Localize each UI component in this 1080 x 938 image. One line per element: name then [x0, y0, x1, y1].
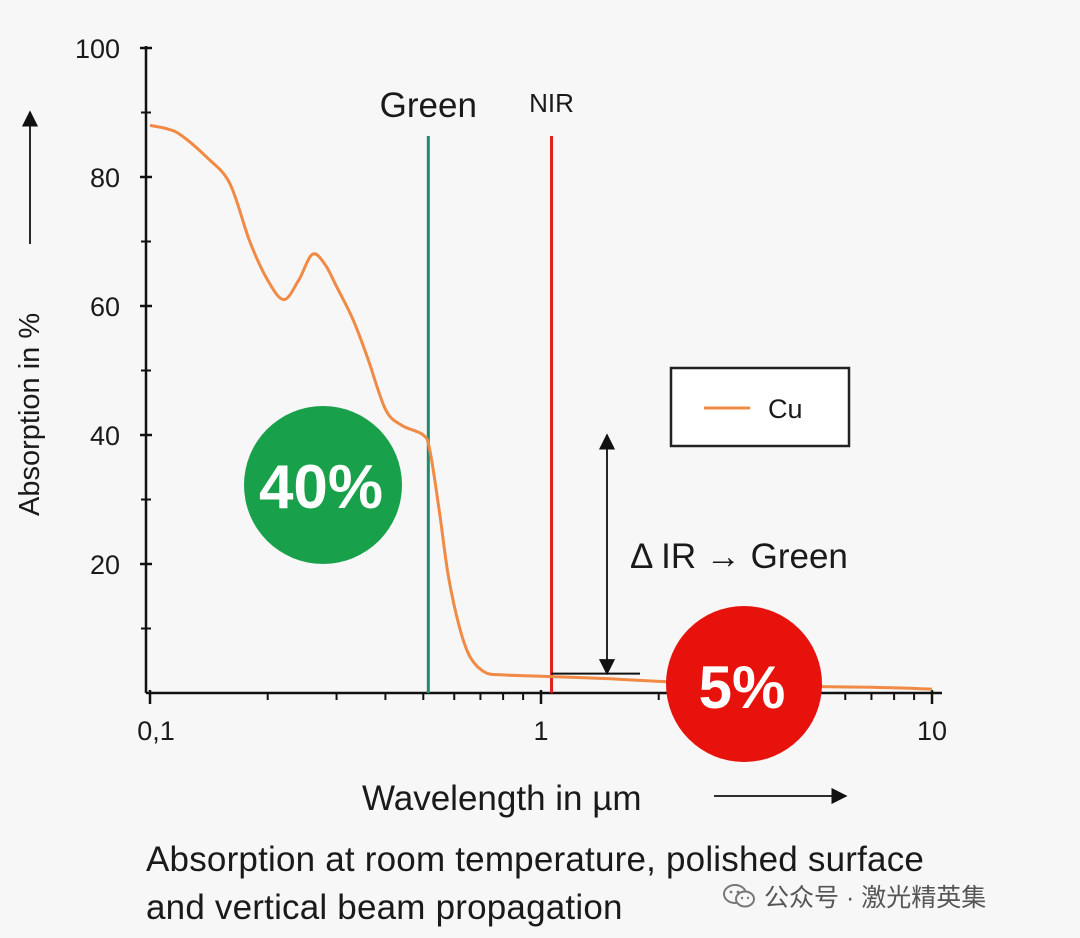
y-tick-label: 60 [90, 292, 120, 322]
watermark-text: 公众号 · 激光精英集 [764, 884, 987, 912]
nir-badge: 5% [666, 606, 822, 762]
delta-annotation: Δ IR → Green [551, 433, 848, 676]
caption-line-1: Absorption at room temperature, polished… [146, 840, 925, 879]
wavelength-markers: Green NIR [380, 86, 574, 693]
x-axis-label: Wavelength in µm [362, 779, 642, 818]
wechat-icon [723, 884, 755, 908]
x-ticks: 0,1 1 10 [137, 690, 947, 746]
legend: Cu [669, 366, 851, 448]
y-tick-label: 100 [75, 34, 120, 64]
legend-label-cu: Cu [768, 394, 803, 424]
delta-label: Δ IR → Green [630, 537, 848, 576]
y-ticks: 20 40 60 80 100 [75, 34, 152, 630]
nir-badge-circle [666, 606, 822, 762]
x-tick-label: 0,1 [137, 716, 175, 746]
green-badge: 40% [244, 406, 402, 564]
watermark: 公众号 · 激光精英集 [722, 878, 986, 914]
green-badge-value: 40% [259, 453, 383, 522]
marker-label-nir: NIR [529, 88, 574, 118]
y-tick-label: 80 [90, 163, 120, 193]
legend-box [669, 366, 851, 448]
x-tick-label: 10 [917, 716, 947, 746]
green-badge-circle [244, 406, 402, 564]
y-axis-label: Absorption in % [14, 313, 46, 516]
y-tick-label: 40 [90, 421, 120, 451]
marker-label-green: Green [380, 86, 477, 125]
y-tick-label: 20 [90, 550, 120, 580]
caption-line-2: and vertical beam propagation [146, 888, 623, 927]
x-tick-label: 1 [533, 716, 548, 746]
cu-series-line [149, 123, 933, 691]
nir-badge-value: 5% [699, 654, 786, 721]
